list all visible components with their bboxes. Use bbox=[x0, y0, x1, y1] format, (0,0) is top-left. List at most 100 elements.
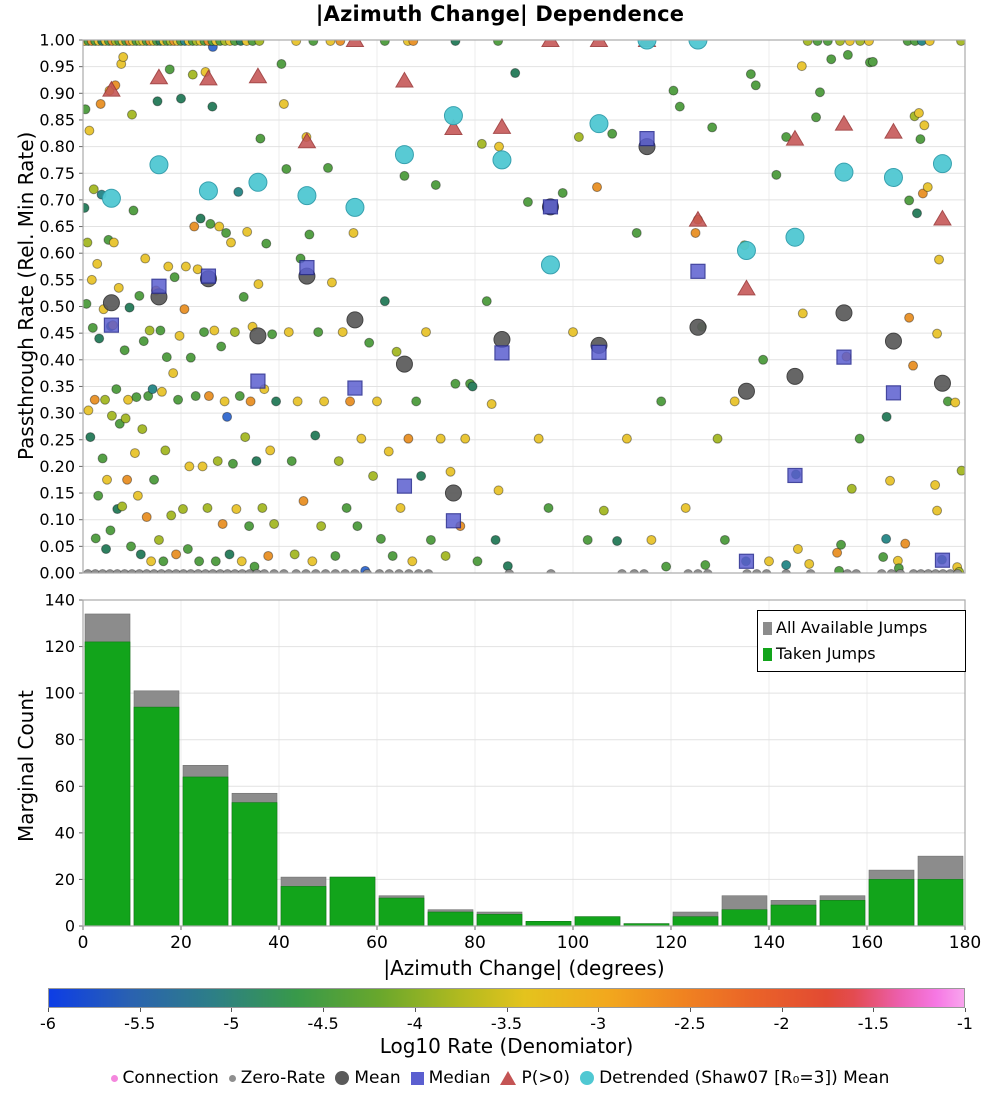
legend-item-p-gt0: P(>0) bbox=[500, 1068, 570, 1088]
legend-item-detrended: Detrended (Shaw07 [R₀=3]) Mean bbox=[580, 1068, 889, 1088]
svg-text:0.15: 0.15 bbox=[39, 484, 75, 503]
colorbar-tickmark bbox=[506, 1008, 508, 1012]
svg-text:0.55: 0.55 bbox=[39, 270, 75, 289]
bar-taken bbox=[525, 921, 572, 927]
svg-text:180: 180 bbox=[949, 933, 981, 953]
legend-item-connection: Connection bbox=[110, 1068, 219, 1088]
colorbar bbox=[48, 988, 965, 1008]
legend-label: Connection bbox=[122, 1068, 219, 1088]
bar-taken bbox=[721, 909, 768, 927]
colorbar-tickmark bbox=[414, 1008, 416, 1012]
svg-text:0.10: 0.10 bbox=[39, 510, 75, 529]
hist-legend-item-all: All Available Jumps bbox=[763, 615, 959, 641]
zero-rate-points bbox=[83, 569, 963, 573]
legend-item-zero-rate: Zero-Rate bbox=[228, 1068, 326, 1088]
svg-text:100: 100 bbox=[557, 933, 589, 953]
bar-taken bbox=[231, 802, 278, 927]
bar-taken bbox=[182, 776, 229, 927]
svg-text:0.30: 0.30 bbox=[39, 404, 75, 423]
hist-grid bbox=[83, 599, 965, 926]
svg-text:100: 100 bbox=[44, 684, 75, 703]
bar-taken bbox=[378, 897, 425, 927]
svg-text:0.35: 0.35 bbox=[39, 377, 75, 396]
bar-taken bbox=[133, 706, 180, 927]
hist-legend-label: Taken Jumps bbox=[776, 644, 876, 663]
svg-text:140: 140 bbox=[44, 591, 75, 610]
svg-text:160: 160 bbox=[851, 933, 883, 953]
svg-text:0.80: 0.80 bbox=[39, 137, 75, 156]
svg-text:0.75: 0.75 bbox=[39, 164, 75, 183]
bar-taken bbox=[329, 876, 376, 927]
svg-text:0.60: 0.60 bbox=[39, 244, 75, 263]
hist-legend-label: All Available Jumps bbox=[776, 618, 928, 637]
svg-text:0.25: 0.25 bbox=[39, 430, 75, 449]
svg-text:80: 80 bbox=[55, 730, 75, 749]
taken-jumps-swatch bbox=[763, 647, 772, 661]
colorbar-tickmark bbox=[598, 1008, 600, 1012]
svg-text:140: 140 bbox=[753, 933, 785, 953]
bar-taken bbox=[280, 886, 327, 927]
svg-text:0.90: 0.90 bbox=[39, 84, 75, 103]
chart-title: |Azimuth Change| Dependence bbox=[315, 2, 685, 26]
svg-text:40: 40 bbox=[55, 823, 75, 842]
colorbar-tickmark bbox=[139, 1008, 141, 1012]
top-panel-grid bbox=[83, 39, 965, 574]
legend-item-mean: Mean bbox=[335, 1068, 401, 1088]
colorbar-tickmark bbox=[323, 1008, 325, 1012]
colorbar-tick-label: -5.5 bbox=[124, 1014, 156, 1033]
hist-legend-item-taken: Taken Jumps bbox=[763, 641, 959, 667]
colorbar-tick-label: -2.5 bbox=[674, 1014, 706, 1033]
svg-text:0: 0 bbox=[65, 917, 75, 936]
colorbar-tickmark bbox=[781, 1008, 783, 1012]
hist-ticks: 0 20 40 60 80 100 120 140 0 20 40 60 80 100 120 140 160 1… bbox=[44, 591, 981, 954]
svg-text:20: 20 bbox=[170, 933, 192, 953]
connection-dot-icon bbox=[110, 1074, 118, 1082]
svg-text:80: 80 bbox=[464, 933, 486, 953]
bar-taken bbox=[427, 911, 474, 927]
svg-text:0.50: 0.50 bbox=[39, 297, 75, 316]
svg-text:120: 120 bbox=[655, 933, 687, 953]
svg-text:120: 120 bbox=[44, 637, 75, 656]
hist-frame bbox=[82, 599, 966, 927]
legend-label: Mean bbox=[354, 1068, 401, 1088]
bar-taken bbox=[819, 900, 866, 927]
svg-text:60: 60 bbox=[366, 933, 388, 953]
colorbar-tick-label: -3 bbox=[590, 1014, 607, 1033]
svg-text:0.85: 0.85 bbox=[39, 110, 75, 129]
hist-bars bbox=[84, 613, 964, 927]
bar-taken bbox=[84, 641, 131, 927]
top-panel-frame bbox=[82, 39, 966, 574]
colorbar-tick-label: -6 bbox=[40, 1014, 56, 1033]
colorbar-tick-label: -5 bbox=[223, 1014, 240, 1033]
svg-text:0.70: 0.70 bbox=[39, 190, 75, 209]
svg-text:1.00: 1.00 bbox=[39, 31, 75, 50]
colorbar-tickmark bbox=[873, 1008, 875, 1012]
svg-text:0.95: 0.95 bbox=[39, 57, 75, 76]
marker-legend: Connection Zero-Rate Mean Median P(>0) D… bbox=[0, 1068, 1000, 1088]
bar-taken bbox=[868, 879, 915, 927]
bar-taken bbox=[476, 914, 523, 927]
x-axis-label: |Azimuth Change| (degrees) bbox=[383, 956, 665, 980]
svg-text:0.00: 0.00 bbox=[39, 564, 75, 583]
bar-taken bbox=[672, 916, 719, 927]
svg-text:0: 0 bbox=[78, 933, 89, 953]
colorbar-tick-label: -1.5 bbox=[857, 1014, 889, 1033]
svg-text:0.05: 0.05 bbox=[39, 537, 75, 556]
bar-taken bbox=[770, 904, 817, 927]
legend-label: Median bbox=[428, 1068, 491, 1088]
colorbar-tickmark bbox=[689, 1008, 691, 1012]
top-panel-y-ticks: 0.00 0.05 0.10 0.15 0.20 0.25 0.30 0.35 0.40 0.45… bbox=[39, 31, 83, 583]
colorbar-tickmark bbox=[48, 1008, 49, 1012]
hist-legend-box: All Available Jumps Taken Jumps bbox=[757, 610, 966, 672]
legend-label: Zero-Rate bbox=[240, 1068, 326, 1088]
svg-text:0.65: 0.65 bbox=[39, 217, 75, 236]
zero-rate-dot-icon bbox=[228, 1074, 236, 1082]
colorbar-tick-label: -4.5 bbox=[307, 1014, 339, 1033]
svg-text:0.20: 0.20 bbox=[39, 457, 75, 476]
all-available-jumps-swatch bbox=[763, 621, 772, 635]
median-markers bbox=[103, 131, 951, 569]
svg-text:20: 20 bbox=[55, 870, 75, 889]
svg-text:0.40: 0.40 bbox=[39, 350, 75, 369]
